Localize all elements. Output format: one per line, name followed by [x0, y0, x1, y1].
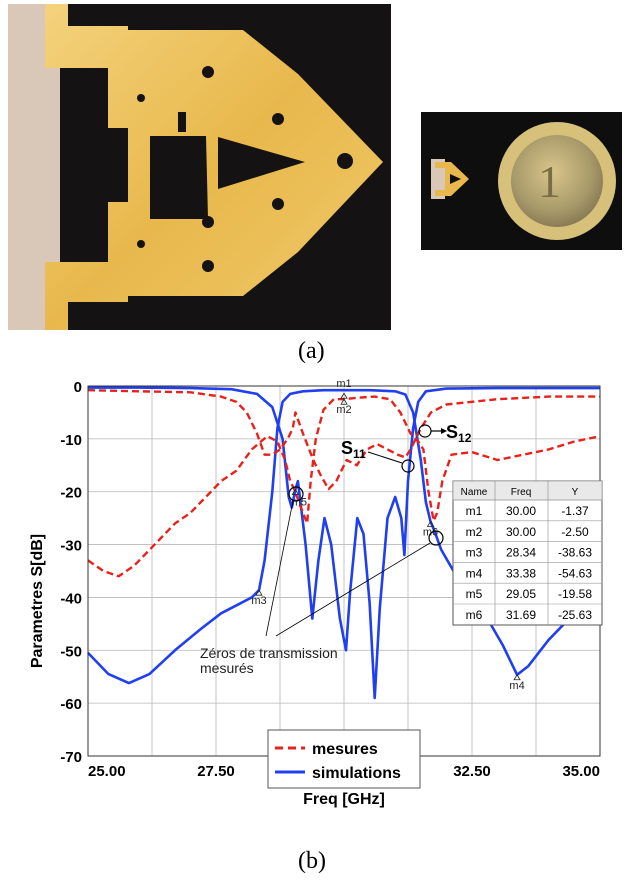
table-cell: m2	[466, 525, 483, 539]
table-header-freq: Freq	[511, 487, 532, 498]
table-cell: -54.63	[558, 566, 592, 580]
y-tick-label: -40	[60, 590, 82, 607]
x-tick-label: 35.00	[562, 763, 600, 780]
caption-b: (b)	[298, 848, 326, 874]
marker-m5	[291, 488, 300, 495]
table-cell: m5	[466, 587, 483, 601]
legend-label-mesures: mesures	[312, 741, 378, 758]
zeros-label-line1: Zéros de transmission	[200, 645, 338, 661]
euro-coin-comparison-photo: 1	[421, 112, 622, 250]
marker-label-m6: m6	[423, 526, 438, 538]
table-header-name: Name	[461, 487, 488, 498]
series-simulations-S11	[88, 386, 600, 700]
zeros-label-line2: mesurés	[200, 660, 254, 676]
marker-m4	[513, 673, 521, 681]
marker-m1	[340, 392, 348, 399]
table-cell: -1.37	[561, 504, 589, 518]
y-tick-label: -30	[60, 538, 82, 555]
y-axis-label: Parametres S[dB]	[29, 534, 46, 668]
marker-m2	[340, 398, 348, 405]
marker-m3	[255, 589, 263, 596]
filter-circuit-photo	[8, 4, 391, 330]
caption-a: (a)	[298, 338, 325, 364]
table-cell: 30.00	[506, 504, 536, 518]
table-cell: m6	[466, 608, 483, 622]
s11-sub: 11	[353, 447, 366, 461]
table-header-y: Y	[572, 487, 579, 498]
table-cell: 28.34	[506, 546, 536, 560]
x-tick-label: 27.50	[197, 763, 235, 780]
table-cell: -25.63	[558, 608, 592, 622]
table-cell: 30.00	[506, 525, 536, 539]
legend: mesures simulations	[267, 729, 421, 789]
table-cell: m4	[466, 566, 483, 580]
table-cell: 33.38	[506, 566, 536, 580]
legend-label-simulations: simulations	[312, 765, 401, 782]
svg-text:S12: S12	[446, 422, 472, 445]
series-mesures-S12	[87, 395, 601, 578]
y-tick-label: 0	[74, 379, 82, 396]
table-cell: -2.50	[561, 525, 589, 539]
s12-annotation: S12	[418, 422, 472, 445]
marker-label-m1: m1	[336, 378, 351, 390]
table-cell: m1	[466, 504, 483, 518]
marker-m6	[426, 520, 435, 527]
svg-text:1: 1	[538, 156, 561, 207]
s12-main: S	[446, 422, 458, 442]
y-tick-label: -60	[60, 696, 82, 713]
marker-table: Name Freq Y m1 30.00 -1.37 m2 30.00 -2.50 m3 28…	[452, 480, 603, 626]
table-cell: 29.05	[506, 587, 536, 601]
s12-sub: 12	[458, 431, 472, 445]
x-axis-label: Freq [GHz]	[303, 791, 385, 808]
table-cell: -38.63	[558, 546, 592, 560]
marker-label-m5: m5	[292, 496, 307, 508]
table-cell: m3	[466, 546, 483, 560]
y-tick-label: -20	[60, 485, 82, 502]
svg-text:S11: S11	[341, 438, 366, 461]
y-tick-label: -50	[60, 643, 82, 660]
table-cell: 31.69	[506, 608, 536, 622]
marker-label-m4: m4	[509, 680, 524, 692]
s-parameter-chart: 0 -10 -20 -30 -40 -50 -60 -70 25.00 27.50 30.00 32.…	[29, 378, 603, 808]
marker-label-m2: m2	[336, 404, 351, 416]
table-cell: -19.58	[558, 587, 592, 601]
x-tick-label: 32.50	[453, 763, 491, 780]
markers-layer: m1 m2 m3 m4 m5 m6	[251, 378, 524, 692]
x-tick-label: 25.00	[88, 763, 126, 780]
s11-main: S	[341, 438, 353, 458]
zeros-annotation: Zéros de transmission mesurés	[200, 486, 444, 676]
marker-label-m3: m3	[251, 595, 266, 607]
y-tick-label: -70	[60, 749, 82, 766]
y-tick-label: -10	[60, 432, 82, 449]
s11-annotation: S11	[341, 438, 415, 473]
